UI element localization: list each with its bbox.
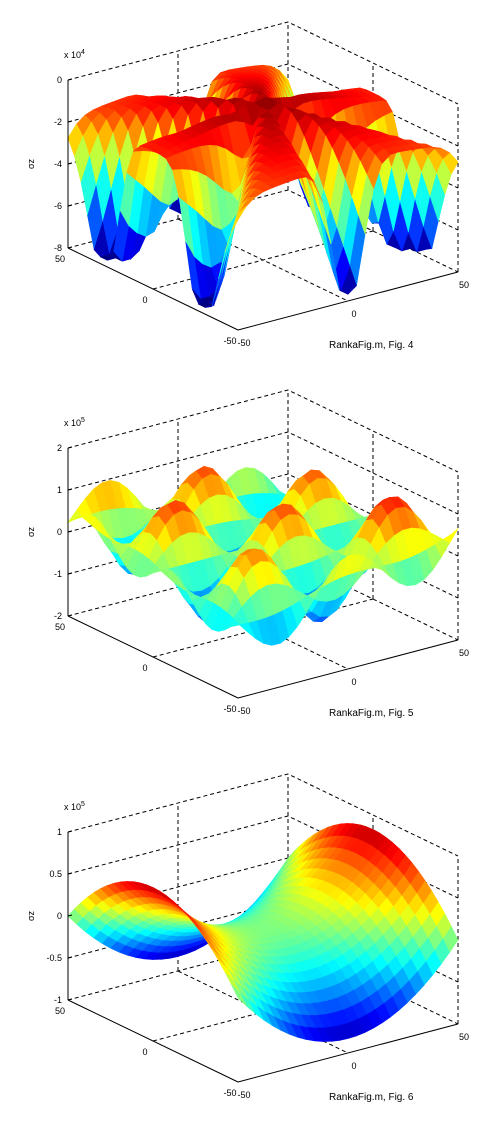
surface-mesh [67, 64, 459, 308]
z-multiplier-base: x 10 [64, 802, 81, 812]
y-tick-label: 50 [459, 648, 469, 658]
z-tick [67, 120, 73, 123]
x-tick-label: 50 [55, 254, 65, 264]
x-tick-label: 50 [55, 1006, 65, 1016]
z-tick [67, 530, 73, 533]
z-tick-label: -1 [54, 569, 62, 579]
y-tick-label: 50 [459, 1032, 469, 1042]
z-multiplier-exponent: 5 [81, 417, 85, 424]
y-tick-label: 50 [459, 280, 469, 290]
z-tick-label: -4 [54, 159, 62, 169]
z-tick [67, 246, 73, 249]
surface-mesh [67, 465, 459, 646]
z-tick [67, 78, 73, 81]
x-axis [67, 247, 239, 331]
y-axis [237, 1023, 459, 1083]
z-tick-label: 1 [57, 485, 62, 495]
y-tick-label: 0 [351, 309, 356, 319]
x-axis [67, 999, 239, 1083]
z-tick [67, 998, 73, 1001]
grid-line [67, 21, 459, 105]
z-tick-label: -8 [54, 243, 62, 253]
x-tick-label: 0 [142, 295, 147, 305]
figure-caption: RankaFig.m, Fig. 6 [329, 1092, 414, 1103]
z-tick [67, 162, 73, 165]
z-tick-label: 0 [57, 75, 62, 85]
z-tick-label: -0.5 [46, 953, 62, 963]
surface-patch [231, 623, 247, 632]
surface-patch [231, 205, 247, 233]
surface-patch [231, 984, 247, 1007]
z-axis-label: σz [26, 910, 36, 921]
z-tick-label: -2 [54, 611, 62, 621]
x-tick-label: -50 [223, 704, 236, 714]
z-multiplier-label: x 104 [64, 49, 85, 60]
z-multiplier-exponent: 5 [81, 801, 85, 808]
x-axis [67, 615, 239, 699]
z-tick [67, 488, 73, 491]
z-tick-label: 0 [57, 527, 62, 537]
x-tick-label: -50 [223, 336, 236, 346]
x-tick-label: -50 [223, 1088, 236, 1098]
surface-mesh [67, 823, 459, 1042]
x-tick-label: 50 [55, 622, 65, 632]
z-tick [67, 914, 73, 917]
z-tick [67, 614, 73, 617]
figure-caption: RankaFig.m, Fig. 4 [329, 340, 414, 351]
y-axis [237, 639, 459, 699]
y-tick-label: -50 [237, 706, 250, 716]
z-tick [67, 572, 73, 575]
z-tick-label: 0.5 [49, 869, 62, 879]
z-tick [67, 830, 73, 833]
x-tick-label: 0 [142, 1047, 147, 1057]
z-multiplier-base: x 10 [64, 418, 81, 428]
grid-line [67, 773, 459, 857]
z-multiplier-exponent: 4 [81, 49, 85, 56]
x-tick-label: 0 [142, 663, 147, 673]
z-axis-label: σz [26, 526, 36, 537]
surface-plot: 0 -2 -4 -6 -8 x 104 σz 50 0 -50 -50 0 50 RankaFig.m, … [26, 21, 469, 351]
z-tick-label: 0 [57, 911, 62, 921]
z-tick-label: 2 [57, 443, 62, 453]
z-tick [67, 446, 73, 449]
z-tick-label: -1 [54, 995, 62, 1005]
z-multiplier-base: x 10 [64, 50, 81, 60]
y-axis [237, 271, 459, 331]
y-tick-label: 0 [351, 677, 356, 687]
y-tick-label: -50 [237, 1090, 250, 1100]
grid-line [67, 389, 459, 473]
z-multiplier-label: x 105 [64, 417, 85, 428]
z-tick [67, 204, 73, 207]
z-multiplier-label: x 105 [64, 801, 85, 812]
figure-caption: RankaFig.m, Fig. 5 [329, 708, 414, 719]
z-tick [67, 956, 73, 959]
surface-plot: 2 1 0 -1 -2 x 105 σz 50 0 -50 -50 0 50 RankaFig.m, Fi… [26, 389, 469, 719]
z-tick [67, 872, 73, 875]
y-tick-label: 0 [351, 1061, 356, 1071]
y-tick-label: -50 [237, 338, 250, 348]
z-tick-label: 1 [57, 827, 62, 837]
z-axis-label: σz [26, 158, 36, 169]
z-tick-label: -6 [54, 201, 62, 211]
z-tick-label: -2 [54, 117, 62, 127]
surface-plot: 1 0.5 0 -0.5 -1 x 105 σz 50 0 -50 -50 0 50 RankaFig.m… [26, 773, 469, 1103]
